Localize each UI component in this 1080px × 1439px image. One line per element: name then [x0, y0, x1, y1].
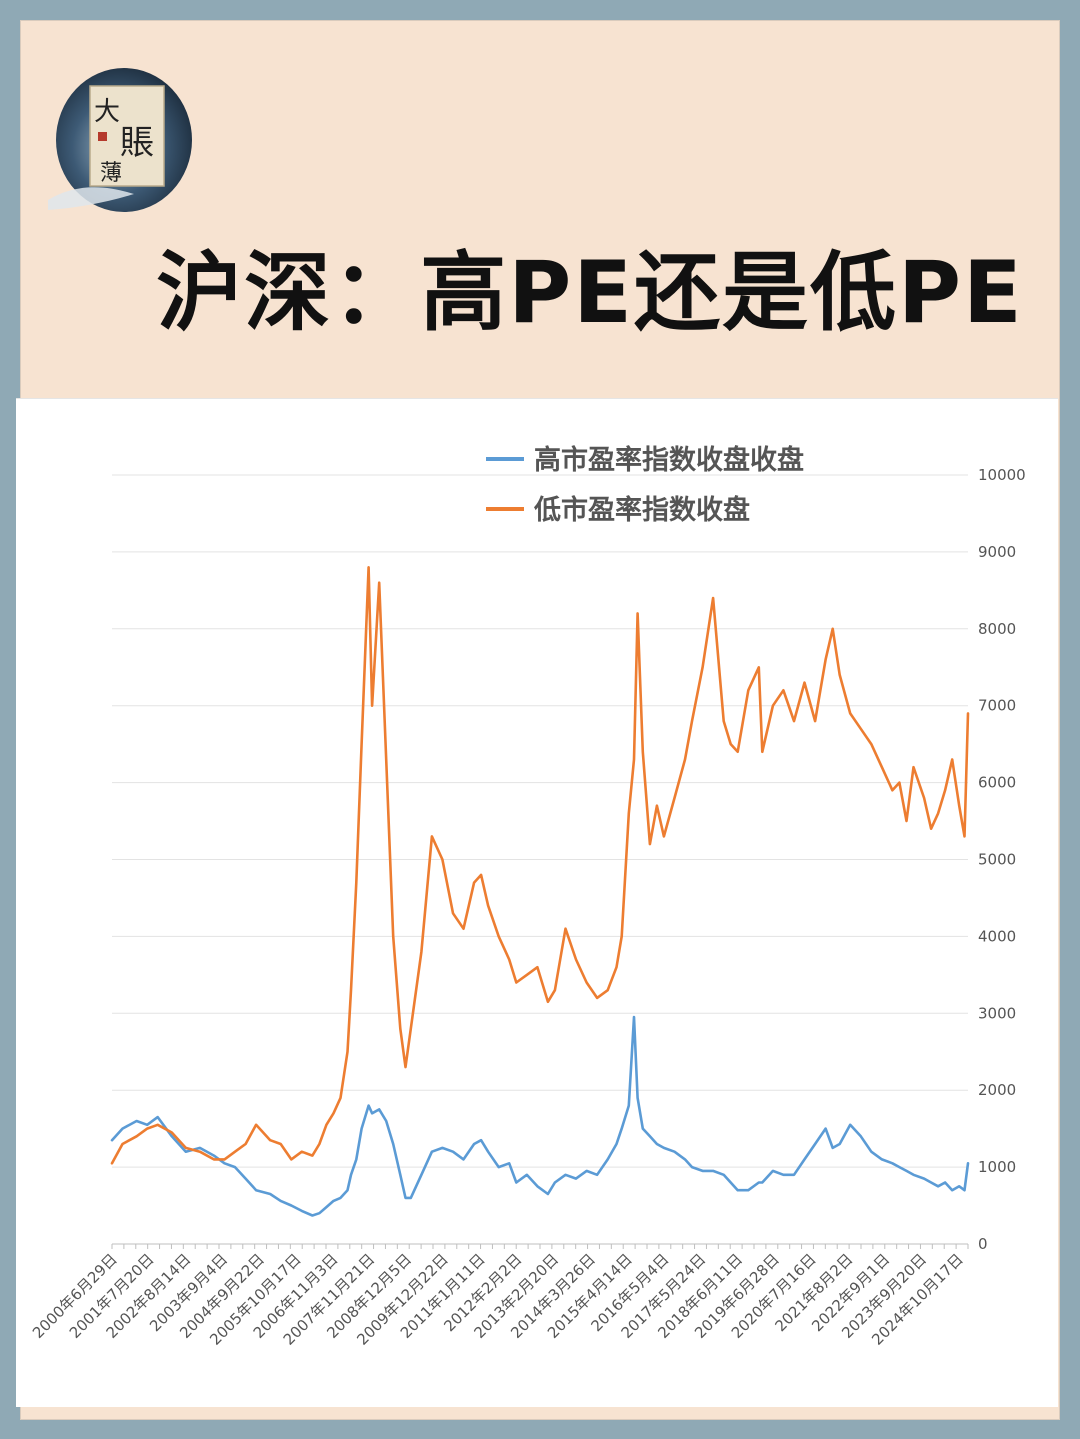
y-tick-label: 6000	[978, 774, 1016, 792]
chart-x-axis	[111, 1243, 969, 1249]
y-tick-label: 4000	[978, 927, 1016, 945]
legend-label-2: 低市盈率指数收盘	[533, 494, 750, 526]
series-line-1	[110, 1015, 970, 1217]
logo-seal	[98, 132, 107, 141]
pe-line-chart: 0 1000 2000 3000 4000 5000 6000 7000 8000 9000 100…	[29, 444, 1026, 1349]
y-tick-label: 1000	[978, 1158, 1016, 1176]
chart-series	[110, 566, 970, 1217]
chart-gridlines	[112, 474, 968, 1168]
y-tick-label: 9000	[978, 543, 1016, 561]
y-tick-label: 5000	[978, 851, 1016, 869]
series-line-2	[110, 566, 970, 1165]
logo-char-small: 薄	[100, 161, 122, 186]
y-tick-label: 2000	[978, 1081, 1016, 1099]
page-title: 沪深：高PE还是低PE	[156, 243, 1024, 343]
logo-badge: 大 賬 薄	[48, 68, 192, 212]
y-tick-label: 7000	[978, 697, 1016, 715]
y-tick-label: 0	[978, 1235, 988, 1253]
chart-panel: 0 1000 2000 3000 4000 5000 6000 7000 8000 9000 100…	[16, 398, 1058, 1407]
y-tick-label: 3000	[978, 1004, 1016, 1022]
legend-label-1: 高市盈率指数收盘收盘	[534, 444, 804, 476]
y-tick-label: 10000	[978, 466, 1026, 484]
chart-x-tick-labels: 2000年6月29日2001年7月20日2002年8月14日2003年9月4日2…	[29, 1250, 967, 1349]
logo-ink-sweep	[48, 187, 134, 210]
chart-y-tick-labels: 0 1000 2000 3000 4000 5000 6000 7000 8000 9000 100…	[978, 466, 1026, 1253]
y-tick-label: 8000	[978, 620, 1016, 638]
logo-char-big: 大	[94, 97, 120, 127]
logo-char-mid: 賬	[120, 123, 154, 163]
